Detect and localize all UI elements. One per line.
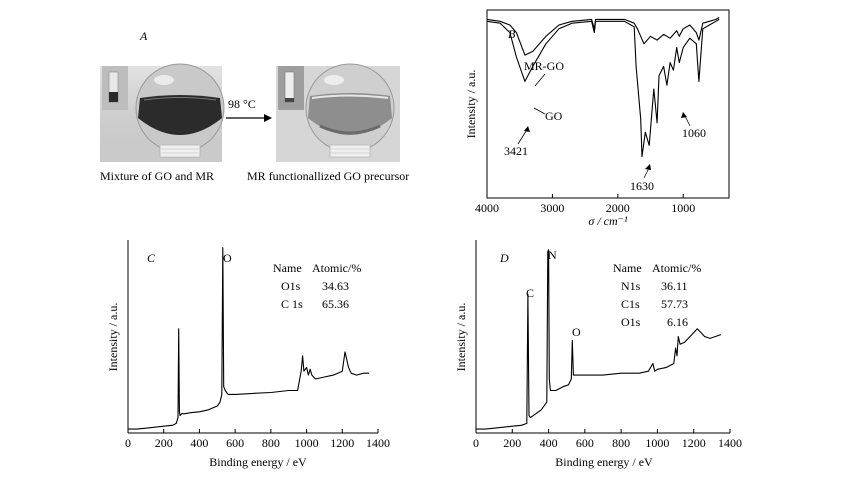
chart-b-leader-mr-go (534, 73, 546, 87)
chart-b-xticks: 4000 3000 2000 1000 (475, 194, 695, 215)
chart-c-table-header-name: Name (273, 261, 302, 275)
chart-c-letter: C (147, 251, 156, 265)
chart-d-xtick-label: 200 (503, 436, 521, 450)
chart-c-xtick-label: 1200 (330, 436, 354, 450)
chart-d-xtick-label: 400 (540, 436, 558, 450)
chart-c-series-spectrum (128, 247, 370, 430)
chart-c-xps: C Intensity / a.u. Binding energy / eV 0… (106, 240, 390, 469)
chart-b-label-mr-go: MR-GO (524, 59, 564, 73)
chart-b-frame (486, 9, 730, 199)
chart-c-xlabel: Binding energy / eV (209, 455, 307, 469)
chart-c-xticks: 0 200 400 600 800 1000 1200 1400 (125, 429, 390, 450)
chart-c-table-r0-name: O1s (281, 279, 301, 293)
chart-c-xtick-label: 0 (125, 436, 131, 450)
chart-b-series (486, 17, 720, 158)
chart-d-table-r1-value: 57.73 (661, 297, 688, 311)
chart-c-xtick-label: 400 (190, 436, 208, 450)
chart-b-label-1060: 1060 (682, 126, 706, 140)
chart-b-xlabel: σ / cm⁻¹ (588, 214, 628, 228)
chart-b-arrowhead-1060 (681, 112, 687, 118)
photo-mixture-go-mr (100, 63, 225, 162)
chart-b-label-1630: 1630 (630, 179, 654, 193)
chart-d-table-r2-name: O1s (621, 315, 641, 329)
chart-b-xtick-label: 3000 (540, 201, 564, 215)
arrow-temperature-label: 98 °C (228, 97, 256, 111)
chart-d-series-spectrum (476, 249, 722, 430)
chart-b-series-mr-go (486, 17, 720, 56)
chart-c-table-r1-name: C 1s (281, 297, 303, 311)
chart-d-table-r0-value: 36.11 (661, 279, 688, 293)
chart-b-label-3421: 3421 (504, 144, 528, 158)
chart-b-arrowhead-1630 (645, 164, 651, 170)
chart-d-table-r2-value: 6.16 (667, 315, 688, 329)
chart-c-table-r0-value: 34.63 (322, 279, 349, 293)
chart-c-xtick-label: 800 (262, 436, 280, 450)
chart-c-table-r1-value: 65.36 (322, 297, 349, 311)
chart-c-series (128, 247, 370, 430)
chart-b-label-go: GO (545, 109, 563, 123)
panel-a: A 98 °C (100, 29, 409, 183)
chart-b-series-go (486, 18, 720, 158)
chart-c-xtick-label: 1000 (295, 436, 319, 450)
chart-d-table-r0-name: N1s (621, 279, 641, 293)
chart-d-series (476, 249, 722, 430)
chart-d-xps: D Intensity / a.u. Binding energy / eV 0… (454, 240, 742, 469)
chart-d-xtick-label: 1400 (718, 436, 742, 450)
chart-d-xtick-label: 600 (576, 436, 594, 450)
chart-d-xtick-label: 1200 (682, 436, 706, 450)
chart-c-xtick-label: 200 (155, 436, 173, 450)
caption-left: Mixture of GO and MR (100, 169, 214, 183)
chart-c-ylabel: Intensity / a.u. (106, 303, 120, 372)
chart-d-xtick-label: 0 (473, 436, 479, 450)
chart-b-arrowhead-3421 (524, 126, 530, 132)
chart-c-table: Name Atomic/% O1s 34.63 C 1s 65.36 (273, 261, 361, 311)
chart-d-peak-label-n: N (548, 248, 557, 262)
chart-d-xtick-label: 800 (612, 436, 630, 450)
chart-d-table-r1-name: C1s (621, 297, 640, 311)
chart-b-xtick-label: 2000 (606, 201, 630, 215)
chart-c-peak-label-o: O (223, 251, 232, 265)
chart-c-table-header-atomic: Atomic/% (312, 261, 361, 275)
chart-d-xlabel: Binding energy / eV (555, 455, 653, 469)
chart-d-peak-label-o: O (572, 325, 581, 339)
chart-d-table: Name Atomic/% N1s 36.11 C1s 57.73 O1s 6.… (613, 261, 701, 329)
chart-d-xticks: 0 200 400 600 800 1000 1200 1400 (473, 429, 742, 450)
chart-b-leader-go (533, 107, 546, 115)
panel-a-letter: A (139, 29, 148, 43)
chart-c-xtick-label: 1400 (366, 436, 390, 450)
chart-d-table-header-name: Name (613, 261, 642, 275)
chart-d-table-header-atomic: Atomic/% (652, 261, 701, 275)
chart-b-letter: B (508, 27, 516, 41)
chart-b-xtick-label: 4000 (475, 201, 499, 215)
reaction-arrow: 98 °C (226, 97, 272, 122)
chart-d-letter: D (499, 251, 509, 265)
chart-b-ftir: B Intensity / a.u. σ / cm⁻¹ 4000 3000 2000… (464, 9, 730, 228)
chart-d-xtick-label: 1000 (645, 436, 669, 450)
chart-b-ylabel: Intensity / a.u. (464, 70, 478, 139)
caption-right: MR functionallized GO precursor (247, 169, 409, 183)
chart-d-peak-label-c: C (526, 286, 534, 300)
chart-b-xtick-label: 1000 (671, 201, 695, 215)
photo-mr-functionalized-go (276, 63, 400, 162)
chart-c-xtick-label: 600 (226, 436, 244, 450)
chart-d-ylabel: Intensity / a.u. (454, 303, 468, 372)
